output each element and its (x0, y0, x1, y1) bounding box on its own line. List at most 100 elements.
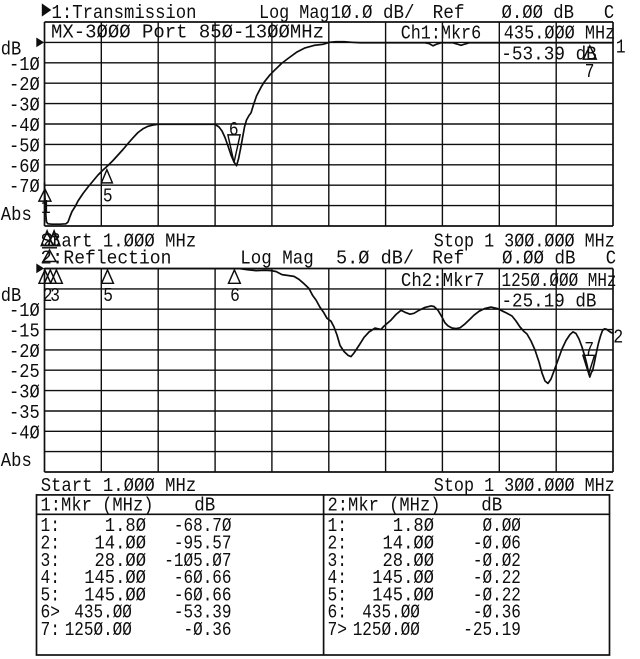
svg-text:-95.57: -95.57 (174, 533, 232, 555)
svg-text:Log Mag: Log Mag (240, 248, 313, 270)
svg-text:Abs: Abs (1, 204, 32, 226)
svg-text:1: 1 (41, 197, 51, 219)
svg-text:2: 2 (43, 230, 53, 252)
svg-text:5: 5 (103, 186, 113, 208)
svg-text:14.ØØ: 14.ØØ (95, 533, 147, 555)
svg-text:Start 1.ØØØ MHz: Start 1.ØØØ MHz (41, 230, 197, 252)
svg-text:Reflection: Reflection (63, 248, 171, 270)
svg-text:-1Ø5.Ø7: -1Ø5.Ø7 (164, 550, 231, 572)
svg-text:4:: 4: (41, 567, 61, 589)
svg-text:-5Ø: -5Ø (9, 135, 40, 157)
svg-text:6>: 6> (41, 602, 61, 624)
svg-text:-Ø.22: -Ø.22 (473, 567, 521, 589)
svg-text:-53.39: -53.39 (174, 602, 232, 624)
svg-text:-35: -35 (9, 402, 40, 424)
svg-text:1:Mkr (MHz): 1:Mkr (MHz) (41, 494, 154, 516)
svg-text:3: 3 (51, 230, 61, 252)
svg-text:-3Ø: -3Ø (9, 382, 40, 404)
svg-text:28.ØØ: 28.ØØ (383, 550, 435, 572)
svg-text:MX-3ØØØ Port 85Ø-13ØØMHz: MX-3ØØØ Port 85Ø-13ØØMHz (51, 22, 324, 44)
svg-text:-Ø.36: -Ø.36 (184, 619, 232, 641)
svg-text:5:: 5: (328, 584, 348, 606)
svg-text:Ch2:Mkr7: Ch2:Mkr7 (401, 270, 485, 292)
svg-text:3:: 3: (41, 550, 61, 572)
svg-text:-4Ø: -4Ø (9, 115, 40, 137)
svg-text:3:: 3: (328, 550, 348, 572)
svg-text:1Ø.Ø dB/: 1Ø.Ø dB/ (331, 2, 415, 24)
svg-text:-1Ø: -1Ø (9, 300, 40, 322)
svg-text:125Ø.ØØØ MHz: 125Ø.ØØØ MHz (502, 270, 617, 292)
svg-text:-Ø.22: -Ø.22 (473, 584, 521, 606)
svg-text:Ch1:Mkr6: Ch1:Mkr6 (401, 22, 482, 44)
svg-text:145.ØØ: 145.ØØ (372, 567, 434, 589)
svg-text:Stop 1 3ØØ.ØØØ MHz: Stop 1 3ØØ.ØØØ MHz (434, 475, 615, 497)
svg-text:1:: 1: (328, 515, 348, 537)
svg-text:-15: -15 (9, 321, 40, 343)
svg-text:dB: dB (1, 39, 22, 61)
svg-text:125Ø.ØØ: 125Ø.ØØ (65, 619, 132, 641)
svg-text:-7Ø: -7Ø (9, 176, 40, 198)
svg-text:4:: 4: (328, 567, 348, 589)
svg-text:C: C (606, 248, 616, 270)
svg-text:2: 2 (43, 285, 53, 307)
svg-text:-Ø.Ø2: -Ø.Ø2 (473, 550, 521, 572)
svg-text:2:: 2: (40, 248, 63, 270)
svg-text:-25.19: -25.19 (463, 619, 521, 641)
svg-text:145.ØØ: 145.ØØ (372, 584, 434, 606)
svg-text:28.ØØ: 28.ØØ (95, 550, 147, 572)
svg-text:-53.39 dB: -53.39 dB (501, 43, 597, 65)
svg-text:14.ØØ: 14.ØØ (383, 533, 435, 555)
svg-text:-6Ø.66: -6Ø.66 (174, 584, 232, 606)
svg-text:145.ØØ: 145.ØØ (84, 584, 146, 606)
svg-text:-6Ø.66: -6Ø.66 (174, 567, 232, 589)
svg-text:7: 7 (585, 61, 595, 83)
svg-text:-68.7Ø: -68.7Ø (174, 515, 232, 537)
svg-text:5: 5 (103, 285, 113, 307)
svg-text:1:: 1: (41, 515, 61, 537)
svg-text:Start 1.ØØØ MHz: Start 1.ØØØ MHz (41, 475, 197, 497)
svg-text:6: 6 (229, 119, 239, 141)
svg-text:3: 3 (50, 285, 60, 307)
svg-text:Stop 1 3ØØ.ØØØ MHz: Stop 1 3ØØ.ØØØ MHz (434, 230, 615, 252)
svg-text:Ref: Ref (432, 248, 464, 270)
svg-text:1.8Ø: 1.8Ø (105, 515, 146, 537)
svg-text:dB: dB (1, 285, 22, 307)
svg-text:2:: 2: (328, 533, 348, 555)
svg-text:5.Ø dB/: 5.Ø dB/ (336, 248, 414, 270)
svg-text:7: 7 (584, 339, 594, 361)
svg-text:1.8Ø: 1.8Ø (393, 515, 434, 537)
svg-text:435.ØØØ MHz: 435.ØØØ MHz (504, 22, 616, 44)
svg-text:125Ø.ØØ: 125Ø.ØØ (353, 619, 420, 641)
svg-text:dB: dB (481, 494, 502, 516)
svg-text:C: C (604, 2, 614, 24)
svg-text:Log Mag: Log Mag (259, 2, 330, 24)
svg-text:Ø.ØØ dB: Ø.ØØ dB (502, 248, 576, 270)
svg-text:7>: 7> (328, 619, 348, 641)
svg-text:Ø.ØØ: Ø.ØØ (483, 515, 522, 537)
svg-text:-4Ø: -4Ø (9, 422, 40, 444)
svg-text:-2Ø: -2Ø (9, 74, 40, 96)
svg-text:6: 6 (230, 285, 240, 307)
svg-text:2:Mkr (MHz): 2:Mkr (MHz) (328, 494, 441, 516)
svg-text:-3Ø: -3Ø (9, 95, 40, 117)
svg-text:145.ØØ: 145.ØØ (84, 567, 146, 589)
svg-text:-Ø.Ø6: -Ø.Ø6 (473, 533, 521, 555)
svg-text:435.ØØ: 435.ØØ (74, 602, 132, 624)
svg-text:6:: 6: (328, 602, 348, 624)
svg-text:-1Ø: -1Ø (9, 54, 40, 76)
svg-text:1:Transmission: 1:Transmission (52, 2, 197, 24)
svg-text:Ref: Ref (433, 2, 465, 24)
svg-text:-2Ø: -2Ø (9, 341, 40, 363)
svg-text:1: 1 (616, 36, 626, 58)
svg-text:Ø.ØØ dB: Ø.ØØ dB (502, 2, 575, 24)
svg-text:-Ø.36: -Ø.36 (473, 602, 521, 624)
svg-text:2: 2 (613, 327, 623, 349)
svg-text:435.ØØ: 435.ØØ (362, 602, 420, 624)
svg-text:Abs: Abs (1, 450, 32, 472)
svg-text:-25.19 dB: -25.19 dB (502, 291, 597, 313)
svg-text:dB: dB (194, 494, 215, 516)
svg-text:5:: 5: (41, 584, 61, 606)
svg-text:2:: 2: (41, 533, 61, 555)
svg-text:7:: 7: (41, 619, 61, 641)
svg-text:-25: -25 (9, 361, 40, 383)
